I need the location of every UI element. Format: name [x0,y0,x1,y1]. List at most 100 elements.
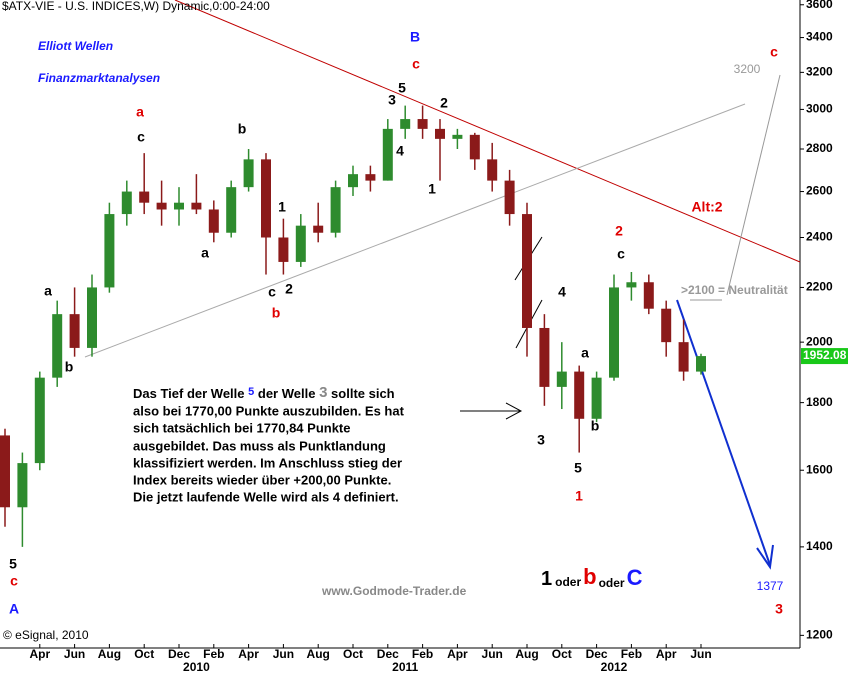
candle-body [435,128,445,139]
candle-body [400,119,411,129]
resistance-line [174,0,801,263]
candle-body [348,174,358,188]
x-tick-label: Feb [621,647,642,661]
note-part: sollte sich [331,386,395,401]
x-tick-label: Jun [273,647,294,661]
y-tick-label: 2400 [806,230,833,244]
wave-label: b [272,305,281,321]
y-tick-label: 3200 [806,65,833,79]
x-tick-label: Aug [515,647,538,661]
target-label: 1377 [757,579,784,593]
x-tick-label: Aug [307,647,330,661]
x-tick-label: Oct [134,647,154,661]
year-label: 2011 [392,660,418,674]
wave-label: c [770,44,778,60]
note-part: der Welle [258,386,316,401]
wave-label: 3 [388,92,396,108]
target-line [726,74,781,296]
note-part: 3 [319,384,327,401]
candle-body [661,308,672,343]
x-tick-label: Apr [29,647,50,661]
candle-body [452,134,463,139]
y-tick-label: 2600 [806,184,833,198]
candle-body [556,371,567,387]
wave-label: c [268,284,276,300]
candle-body [626,282,637,288]
channel-line [84,103,746,358]
note-line: Die jetzt laufende Welle wird als 4 defi… [133,489,399,504]
scenario-part: oder [599,576,625,590]
candle-body [87,287,97,348]
heading: Elliott Wellen [38,39,113,53]
candle-body [52,314,63,378]
wave-label: 1 [428,181,436,197]
candle-body [243,159,254,188]
candle-body [382,128,393,181]
y-tick-label: 3000 [806,102,833,116]
year-label: 2010 [183,660,210,674]
y-tick-label: 3400 [806,30,833,44]
copyright: © eSignal, 2010 [3,628,89,642]
arrow-head [756,544,774,570]
x-tick-label: Apr [447,647,468,661]
x-tick-label: Jun [482,647,503,661]
candle-body [156,202,167,210]
scenario-part: 1 [541,568,552,590]
candle-body [69,314,80,348]
candle-body [261,159,271,238]
x-tick-label: Dec [168,647,190,661]
wave-label: 3 [537,432,545,448]
wave-label: 1 [575,488,583,504]
wave-label: a [581,345,589,361]
candle-body [609,287,619,378]
scenario-part: oder [555,575,581,589]
x-tick-label: Feb [412,647,433,661]
x-tick-label: Apr [656,647,677,661]
wave-label: 5 [398,80,406,96]
x-tick-label: Jun [64,647,85,661]
scenario: 1 oderb oderC [541,564,643,590]
candle-body [139,191,150,203]
y-tick-label: 2800 [806,141,833,155]
candle-body [696,356,706,372]
wave-label: 2 [285,281,293,297]
x-tick-label: Feb [203,647,224,661]
y-tick-label: 1800 [806,395,833,409]
candle-body [17,463,28,508]
candle-body [365,174,376,181]
wave-label: a [201,245,209,261]
candle-body [278,237,289,262]
chart-title: $ATX-VIE - U.S. INDICES,W) Dynamic,0:00-… [2,0,270,13]
note-line: also bei 1770,00 Punkte auszubilden. Es … [133,403,405,418]
wave-label: 2 [615,223,623,239]
wave-label: b [238,121,247,137]
note-line: klassifiziert werden. Im Anschluss stieg… [133,455,402,470]
wave-label: 5 [9,556,17,572]
candle-body [34,377,45,464]
y-tick-label: 3600 [806,0,833,11]
candle-body [104,214,115,288]
candle-body [0,435,10,508]
y-tick-label: 1600 [806,462,833,476]
x-tick-label: Oct [552,647,572,661]
wave-label: 4 [558,284,566,300]
candle-body [295,225,306,262]
wave-label: b [591,418,600,434]
note-part: 5 [248,386,254,398]
wave-label: B [410,29,420,45]
x-tick-label: Apr [238,647,259,661]
projection-arrow [676,299,771,566]
candle-body [191,202,202,210]
alt-label: Alt:2 [691,199,722,215]
wave-label: c [10,573,18,589]
candle-body [174,202,184,210]
wave-label: A [9,601,19,617]
candle-body [313,225,324,233]
candle-body [487,159,498,181]
candle-body [121,191,132,215]
note-line: Das Tief der Welle 5 der Welle 3 sollte … [133,383,395,401]
x-tick-label: Dec [586,647,608,661]
x-tick-label: Oct [343,647,363,661]
wave-label: 5 [574,460,582,476]
